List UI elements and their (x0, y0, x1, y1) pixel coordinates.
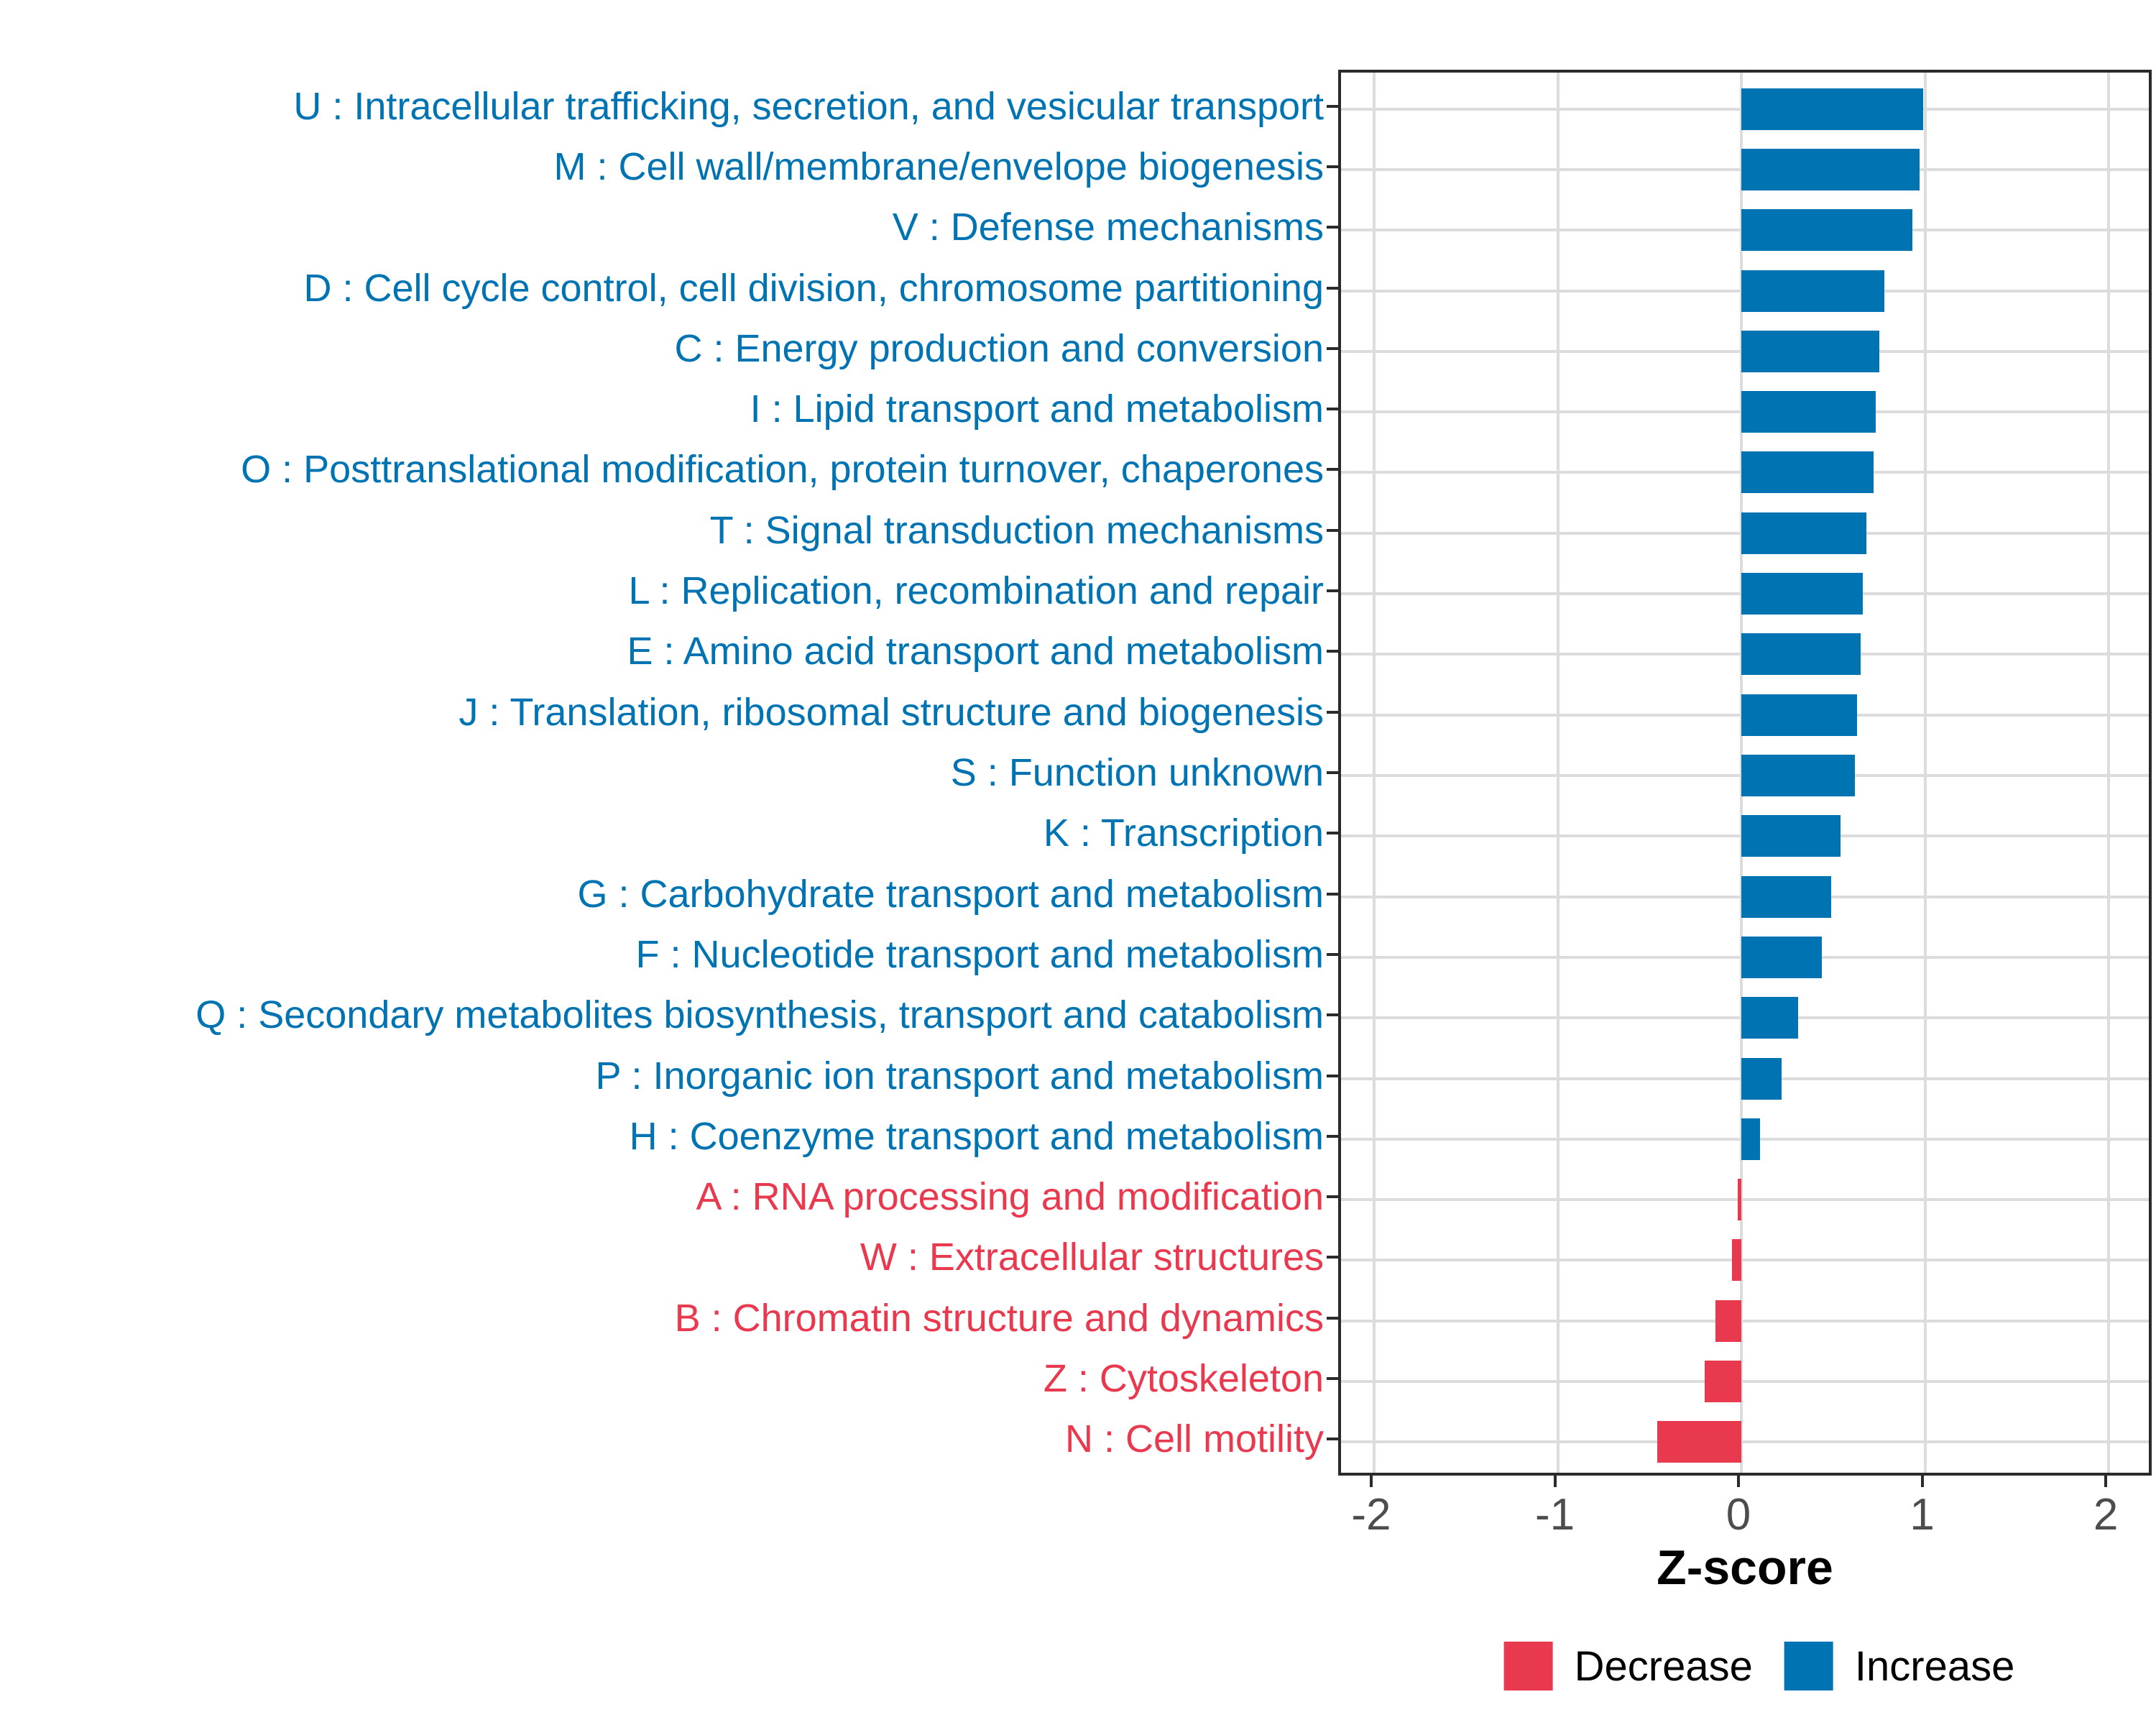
y-tick-mark (1327, 286, 1338, 290)
bar (1741, 512, 1866, 554)
legend-label-increase: Increase (1854, 1642, 2015, 1690)
category-label: J : Translation, ribosomal structure and… (459, 690, 1324, 734)
x-gridline (1372, 73, 1376, 1473)
bar (1715, 1300, 1742, 1342)
y-tick-mark (1327, 710, 1338, 714)
y-tick-mark (1327, 1316, 1338, 1320)
x-tick-label: -2 (1351, 1490, 1391, 1540)
x-tick-mark (1369, 1476, 1373, 1487)
category-label: W : Extracellular structures (860, 1236, 1324, 1279)
y-tick-mark (1327, 1013, 1338, 1017)
category-label: C : Energy production and conversion (674, 326, 1324, 370)
category-label: F : Nucleotide transport and metabolism (635, 932, 1324, 976)
y-tick-mark (1327, 468, 1338, 472)
y-gridline (1341, 1380, 2149, 1384)
y-tick-mark (1327, 1256, 1338, 1259)
bar (1657, 1421, 1742, 1463)
category-label: S : Function unknown (950, 751, 1324, 794)
bar (1741, 451, 1874, 494)
x-tick-mark (1920, 1476, 1924, 1487)
y-tick-mark (1327, 346, 1338, 350)
category-label: Z : Cytoskeleton (1043, 1357, 1324, 1401)
y-gridline (1341, 1440, 2149, 1444)
y-tick-mark (1327, 165, 1338, 168)
bar (1741, 270, 1885, 312)
category-label: M : Cell wall/membrane/envelope biogenes… (553, 144, 1324, 188)
y-tick-mark (1327, 104, 1338, 108)
category-label: L : Replication, recombination and repai… (628, 569, 1324, 613)
y-gridline (1341, 1198, 2149, 1202)
y-tick-mark (1327, 771, 1338, 774)
bar (1741, 391, 1876, 433)
bar (1741, 815, 1841, 857)
category-label: I : Lipid transport and metabolism (750, 387, 1324, 431)
x-tick-label: 2 (2093, 1490, 2119, 1540)
x-gridline (1556, 73, 1560, 1473)
y-gridline (1341, 1319, 2149, 1322)
category-label: H : Coenzyme transport and metabolism (629, 1114, 1324, 1158)
bar (1732, 1239, 1742, 1282)
bar (1741, 148, 1920, 190)
category-label: Q : Secondary metabolites biosynthesis, … (195, 993, 1324, 1037)
x-axis-title: Z-score (1657, 1540, 1833, 1595)
category-label: A : RNA processing and modification (696, 1175, 1324, 1219)
legend: Decrease Increase (1503, 1642, 2014, 1690)
x-tick-label: -1 (1534, 1490, 1575, 1540)
bar (1741, 633, 1861, 676)
y-tick-mark (1327, 1134, 1338, 1138)
bar (1741, 694, 1858, 736)
legend-item-increase: Increase (1784, 1642, 2014, 1690)
bar (1741, 88, 1924, 130)
y-tick-mark (1327, 1438, 1338, 1441)
bar (1737, 1179, 1742, 1221)
x-tick-mark (1553, 1476, 1557, 1487)
y-tick-mark (1327, 832, 1338, 835)
category-label: N : Cell motility (1064, 1417, 1324, 1461)
legend-item-decrease: Decrease (1503, 1642, 1753, 1690)
category-label: G : Carbohydrate transport and metabolis… (577, 872, 1325, 916)
bar (1741, 1118, 1760, 1160)
legend-label-decrease: Decrease (1574, 1642, 1753, 1690)
category-label: K : Transcription (1043, 811, 1324, 855)
bar (1741, 1057, 1782, 1100)
bar (1741, 573, 1863, 615)
x-tick-label: 1 (1909, 1490, 1935, 1540)
y-tick-mark (1327, 1074, 1338, 1077)
category-label: P : Inorganic ion transport and metaboli… (595, 1054, 1324, 1098)
y-tick-mark (1327, 226, 1338, 229)
y-tick-mark (1327, 952, 1338, 956)
increase-swatch (1784, 1642, 1833, 1690)
bar (1741, 997, 1799, 1039)
y-tick-mark (1327, 408, 1338, 411)
x-tick-label: 0 (1726, 1490, 1751, 1540)
category-label: E : Amino acid transport and metabolism (627, 630, 1324, 673)
bar (1741, 209, 1912, 252)
bar (1741, 875, 1832, 918)
x-tick-mark (2104, 1476, 2108, 1487)
decrease-swatch (1503, 1642, 1553, 1690)
category-label: V : Defense mechanisms (892, 206, 1324, 249)
y-tick-mark (1327, 1377, 1338, 1381)
category-label: U : Intracellular trafficking, secretion… (293, 84, 1324, 128)
y-tick-mark (1327, 528, 1338, 532)
plot-panel (1338, 70, 2152, 1476)
category-label: D : Cell cycle control, cell division, c… (303, 266, 1324, 310)
y-tick-mark (1327, 892, 1338, 896)
bar (1741, 755, 1856, 796)
bar (1741, 936, 1823, 978)
y-gridline (1341, 1259, 2149, 1262)
x-tick-mark (1737, 1476, 1741, 1487)
bar (1704, 1361, 1742, 1403)
x-gridline (2107, 73, 2111, 1473)
y-tick-mark (1327, 1195, 1338, 1199)
category-label: B : Chromatin structure and dynamics (674, 1296, 1324, 1340)
x-gridline (1923, 73, 1927, 1473)
y-tick-mark (1327, 589, 1338, 593)
y-tick-mark (1327, 650, 1338, 653)
category-label: T : Signal transduction mechanisms (709, 508, 1324, 552)
category-label: O : Posttranslational modification, prot… (241, 448, 1324, 492)
bar (1741, 330, 1879, 372)
